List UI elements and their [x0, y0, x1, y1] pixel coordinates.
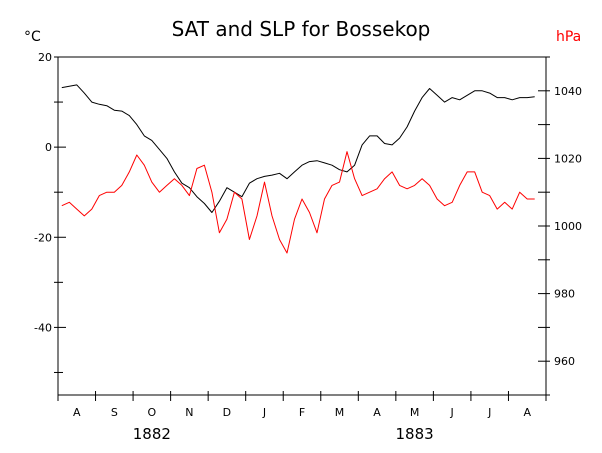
x-axis-ticks: A S O N D J F M A M J J A 1882 1883	[57, 391, 547, 443]
right-tick-label: 960	[554, 355, 575, 368]
x-month-label: F	[299, 406, 305, 419]
x-month-label: A	[73, 406, 81, 419]
slp-series-line	[61, 151, 535, 254]
right-tick-label: 1020	[554, 152, 582, 165]
sat-series-line	[61, 84, 535, 213]
x-month-label: D	[223, 406, 231, 419]
x-year-label: 1883	[396, 425, 434, 443]
left-tick-label: -20	[34, 231, 52, 244]
plot-frame	[57, 56, 547, 396]
x-month-label: J	[487, 406, 491, 419]
left-axis-unit: °C	[24, 29, 41, 45]
x-month-label: S	[111, 406, 118, 419]
x-month-label: M	[410, 406, 420, 419]
x-month-label: J	[262, 406, 266, 419]
left-tick-label: 20	[38, 51, 52, 64]
x-month-label: J	[450, 406, 454, 419]
left-tick-label: -40	[34, 321, 52, 334]
right-tick-label: 980	[554, 288, 575, 301]
x-month-label: A	[523, 406, 531, 419]
right-tick-label: 1040	[554, 85, 582, 98]
x-month-label: M	[335, 406, 345, 419]
right-axis-unit: hPa	[556, 29, 581, 45]
left-axis-ticks: 20 0 -20 -40	[34, 51, 66, 373]
x-year-label: 1882	[133, 425, 171, 443]
series-layer	[61, 84, 535, 254]
x-month-label: N	[185, 406, 193, 419]
chart-title: SAT and SLP for Bossekop	[172, 17, 431, 41]
x-month-label: O	[148, 406, 157, 419]
left-tick-label: 0	[45, 141, 52, 154]
right-tick-label: 1000	[554, 220, 582, 233]
x-month-label: A	[373, 406, 381, 419]
right-axis-ticks: 1040 1020 1000 980 960	[538, 56, 582, 396]
